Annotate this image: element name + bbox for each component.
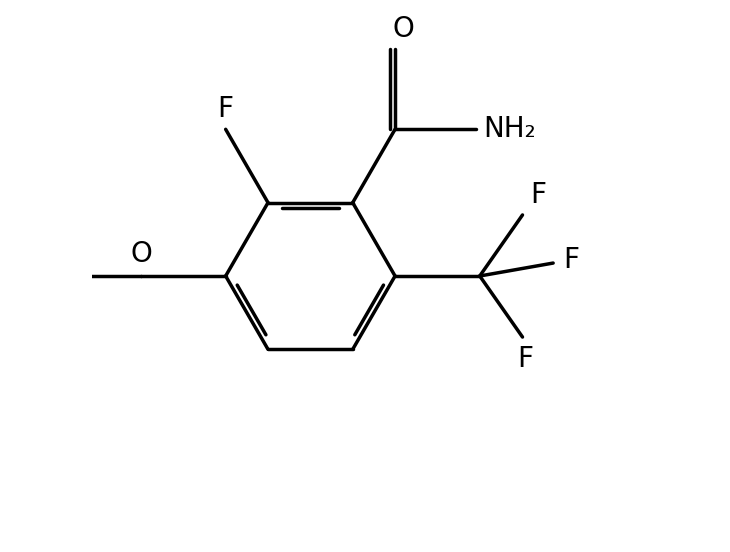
Text: F: F <box>218 95 234 123</box>
Text: O: O <box>130 240 152 268</box>
Text: F: F <box>531 182 547 209</box>
Text: F: F <box>563 246 579 274</box>
Text: O: O <box>393 15 414 44</box>
Text: F: F <box>518 345 533 373</box>
Text: NH₂: NH₂ <box>484 115 537 144</box>
